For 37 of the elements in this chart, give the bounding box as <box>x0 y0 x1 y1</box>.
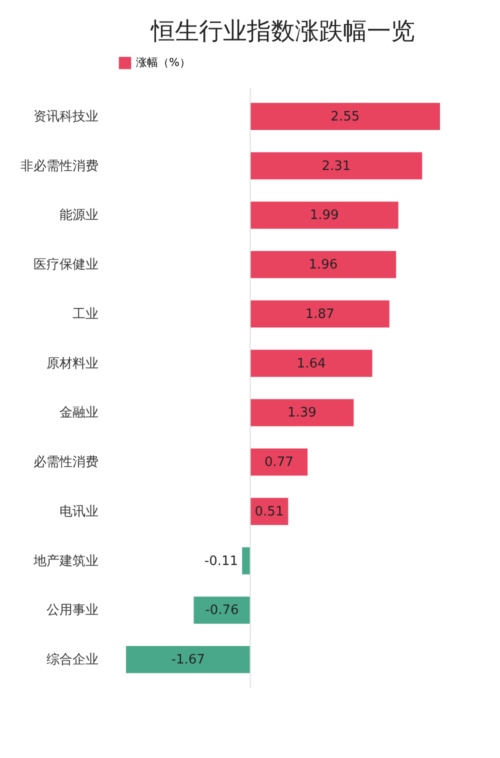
y-tick-label: 原材料业 <box>46 356 98 372</box>
y-tick-label: 综合企业 <box>46 652 98 668</box>
data-label: 0.77 <box>264 455 294 470</box>
y-tick-label: 能源业 <box>60 208 98 224</box>
y-tick-label: 必需性消费 <box>34 455 98 470</box>
bar <box>250 250 396 278</box>
bar <box>194 596 250 624</box>
data-label: -1.67 <box>171 652 205 668</box>
data-label: 1.39 <box>287 406 316 421</box>
y-tick-label: 地产建筑业 <box>32 554 98 569</box>
bar <box>250 350 372 377</box>
y-tick-label: 金融业 <box>60 406 98 421</box>
y-tick-label: 公用事业 <box>46 603 98 618</box>
data-label: 1.96 <box>308 258 338 273</box>
y-tick-label: 医疗保健业 <box>34 258 98 273</box>
bar <box>126 646 250 674</box>
y-tick-label: 电讯业 <box>60 504 98 520</box>
data-label: 1.64 <box>296 356 326 372</box>
data-label: 2.31 <box>322 158 351 174</box>
y-tick-label: 非必需性消费 <box>20 158 98 174</box>
y-tick-label: 工业 <box>72 306 98 322</box>
legend-label: 涨幅（%） <box>136 56 190 69</box>
chart-title: 恒生行业指数涨跌幅一览 <box>150 17 415 45</box>
bar <box>250 152 422 180</box>
data-label: 0.51 <box>254 504 284 520</box>
data-label: -0.11 <box>204 554 238 569</box>
data-label: -0.76 <box>205 603 239 618</box>
y-tick-label: 资讯科技业 <box>34 109 98 124</box>
data-label: 2.55 <box>330 109 360 124</box>
bar <box>250 448 308 476</box>
bar <box>250 102 440 130</box>
bar <box>250 399 354 426</box>
bar <box>250 202 398 229</box>
bar <box>250 300 390 328</box>
bar <box>242 547 250 574</box>
data-label: 1.99 <box>310 208 339 224</box>
data-label: 1.87 <box>305 306 334 322</box>
